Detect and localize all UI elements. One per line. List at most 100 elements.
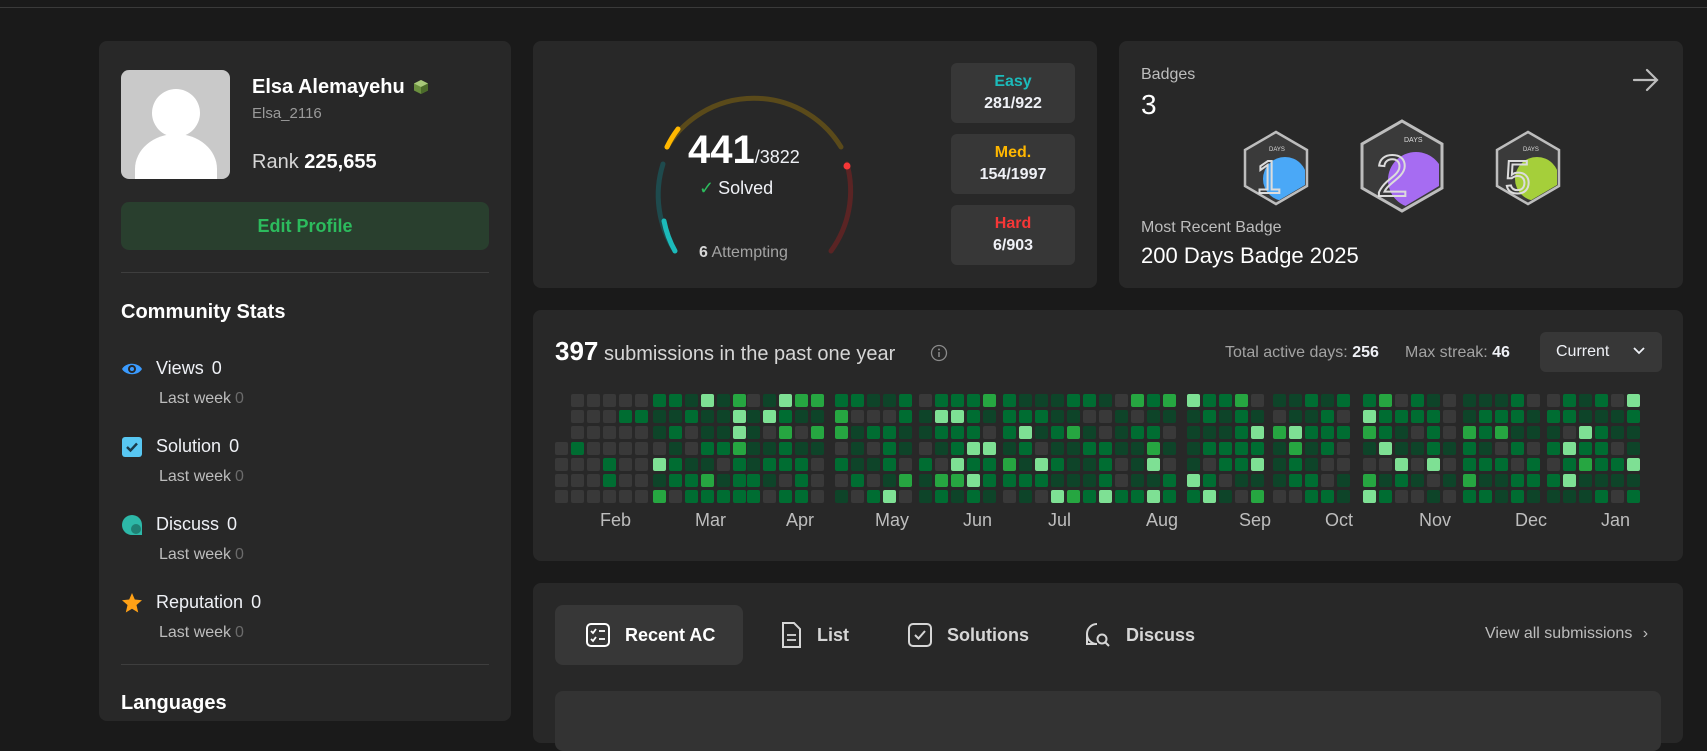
heatmap-cell[interactable] (835, 410, 848, 423)
heatmap-cell[interactable] (1321, 426, 1334, 439)
heatmap-cell[interactable] (1163, 490, 1176, 503)
heatmap-cell[interactable] (1099, 442, 1112, 455)
heatmap-cell[interactable] (951, 394, 964, 407)
heatmap-cell[interactable] (919, 410, 932, 423)
heatmap-cell[interactable] (1099, 490, 1112, 503)
heatmap-cell[interactable] (1595, 474, 1608, 487)
heatmap-cell[interactable] (1147, 442, 1160, 455)
heatmap-cell[interactable] (1395, 474, 1408, 487)
heatmap-cell[interactable] (1067, 474, 1080, 487)
heatmap-cell[interactable] (1579, 426, 1592, 439)
heatmap-cell[interactable] (1511, 426, 1524, 439)
heatmap-cell[interactable] (1379, 474, 1392, 487)
heatmap-cell[interactable] (1337, 442, 1350, 455)
heatmap-cell[interactable] (951, 442, 964, 455)
heatmap-cell[interactable] (1305, 474, 1318, 487)
heatmap-cell[interactable] (1527, 474, 1540, 487)
heatmap-cell[interactable] (1527, 442, 1540, 455)
heatmap-cell[interactable] (1363, 442, 1376, 455)
heatmap-cell[interactable] (1337, 474, 1350, 487)
heatmap-cell[interactable] (899, 490, 912, 503)
heatmap-cell[interactable] (1563, 426, 1576, 439)
heatmap-cell[interactable] (1595, 410, 1608, 423)
heatmap-cell[interactable] (701, 442, 714, 455)
heatmap-cell[interactable] (1427, 442, 1440, 455)
heatmap-cell[interactable] (1115, 410, 1128, 423)
heatmap-cell[interactable] (919, 426, 932, 439)
heatmap-cell[interactable] (1203, 410, 1216, 423)
heatmap-cell[interactable] (867, 426, 880, 439)
heatmap-cell[interactable] (653, 458, 666, 471)
heatmap-cell[interactable] (1379, 458, 1392, 471)
heatmap-cell[interactable] (701, 410, 714, 423)
heatmap-cell[interactable] (1495, 426, 1508, 439)
heatmap-cell[interactable] (935, 458, 948, 471)
badge-200-days[interactable]: 2 DAYS (1358, 118, 1446, 214)
heatmap-cell[interactable] (669, 426, 682, 439)
heatmap-cell[interactable] (1251, 394, 1264, 407)
heatmap-cell[interactable] (935, 490, 948, 503)
heatmap-cell[interactable] (1003, 410, 1016, 423)
heatmap-cell[interactable] (669, 490, 682, 503)
heatmap-cell[interactable] (717, 490, 730, 503)
heatmap-cell[interactable] (1443, 442, 1456, 455)
heatmap-cell[interactable] (1273, 442, 1286, 455)
heatmap-cell[interactable] (603, 458, 616, 471)
heatmap-cell[interactable] (1035, 426, 1048, 439)
heatmap-cell[interactable] (1115, 394, 1128, 407)
heatmap-cell[interactable] (701, 426, 714, 439)
heatmap-cell[interactable] (1463, 490, 1476, 503)
heatmap-cell[interactable] (1187, 458, 1200, 471)
heatmap-cell[interactable] (1627, 426, 1640, 439)
heatmap-cell[interactable] (571, 410, 584, 423)
heatmap-cell[interactable] (1595, 490, 1608, 503)
heatmap-cell[interactable] (1547, 490, 1560, 503)
heatmap-cell[interactable] (899, 442, 912, 455)
heatmap-cell[interactable] (1051, 426, 1064, 439)
heatmap-cell[interactable] (1337, 394, 1350, 407)
heatmap-cell[interactable] (1611, 474, 1624, 487)
heatmap-cell[interactable] (1187, 490, 1200, 503)
heatmap-cell[interactable] (717, 394, 730, 407)
heatmap-cell[interactable] (1235, 410, 1248, 423)
heatmap-cell[interactable] (1035, 442, 1048, 455)
heatmap-cell[interactable] (1511, 442, 1524, 455)
heatmap-cell[interactable] (1511, 458, 1524, 471)
heatmap-cell[interactable] (669, 410, 682, 423)
heatmap-cell[interactable] (1203, 426, 1216, 439)
heatmap-cell[interactable] (1495, 474, 1508, 487)
heatmap-cell[interactable] (1395, 490, 1408, 503)
heatmap-cell[interactable] (779, 490, 792, 503)
heatmap-cell[interactable] (733, 490, 746, 503)
heatmap-cell[interactable] (619, 490, 632, 503)
heatmap-cell[interactable] (1067, 458, 1080, 471)
heatmap-cell[interactable] (1395, 394, 1408, 407)
heatmap-cell[interactable] (1235, 426, 1248, 439)
heatmap-cell[interactable] (747, 474, 760, 487)
heatmap-cell[interactable] (1627, 474, 1640, 487)
heatmap-cell[interactable] (1427, 490, 1440, 503)
heatmap-cell[interactable] (899, 426, 912, 439)
heatmap-cell[interactable] (1003, 490, 1016, 503)
heatmap-cell[interactable] (747, 394, 760, 407)
heatmap-cell[interactable] (851, 442, 864, 455)
heatmap-cell[interactable] (1547, 394, 1560, 407)
heatmap-cell[interactable] (1495, 490, 1508, 503)
heatmap-cell[interactable] (555, 474, 568, 487)
heatmap-cell[interactable] (835, 394, 848, 407)
heatmap-cell[interactable] (1479, 490, 1492, 503)
heatmap-cell[interactable] (1115, 458, 1128, 471)
heatmap-cell[interactable] (619, 442, 632, 455)
heatmap-cell[interactable] (635, 490, 648, 503)
heatmap-cell[interactable] (555, 442, 568, 455)
heatmap-cell[interactable] (951, 426, 964, 439)
heatmap-cell[interactable] (1443, 458, 1456, 471)
heatmap-cell[interactable] (1595, 458, 1608, 471)
heatmap-cell[interactable] (1163, 458, 1176, 471)
difficulty-hard[interactable]: Hard 6/903 (951, 205, 1075, 265)
heatmap-cell[interactable] (747, 490, 760, 503)
heatmap-cell[interactable] (1579, 474, 1592, 487)
heatmap-cell[interactable] (1463, 394, 1476, 407)
heatmap-cell[interactable] (571, 490, 584, 503)
heatmap-cell[interactable] (1579, 458, 1592, 471)
